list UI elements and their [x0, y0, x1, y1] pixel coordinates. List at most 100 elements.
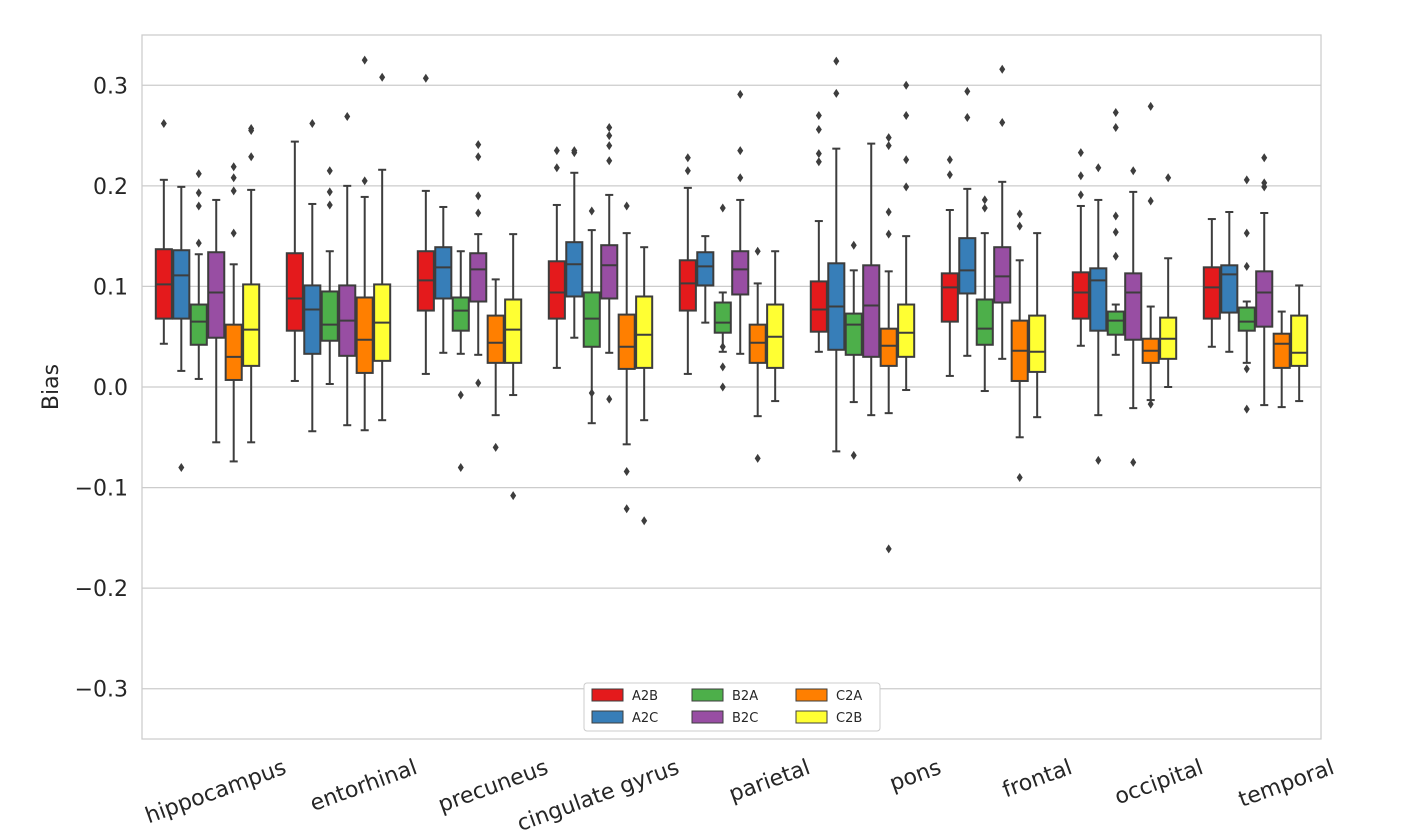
outlier-point — [719, 342, 726, 352]
box — [1272, 332, 1291, 369]
box — [207, 251, 226, 339]
box — [844, 312, 863, 356]
box-group — [678, 89, 785, 463]
outlier-point — [903, 80, 910, 90]
outlier-point — [885, 141, 892, 151]
outlier-point — [719, 382, 726, 392]
box — [547, 260, 566, 320]
legend-label: A2B — [632, 689, 658, 704]
outlier-point — [1077, 171, 1084, 181]
box — [1237, 306, 1256, 332]
outlier-point — [1095, 163, 1102, 173]
outlier-point — [1016, 221, 1023, 231]
box — [600, 244, 619, 300]
outlier-point — [326, 166, 333, 176]
box — [469, 252, 488, 303]
y-tick-label: 0.3 — [93, 74, 128, 99]
outlier-point — [946, 170, 953, 180]
box — [748, 323, 767, 364]
outlier-point — [964, 112, 971, 122]
outlier-point — [475, 140, 482, 150]
outlier-point — [833, 56, 840, 66]
outlier-point — [1147, 196, 1154, 206]
outlier-point — [309, 119, 316, 129]
box — [731, 250, 750, 296]
box — [303, 284, 322, 355]
outlier-point — [344, 111, 351, 121]
outlier-point — [719, 362, 726, 372]
outlier-point — [230, 186, 237, 196]
outlier-point — [815, 157, 822, 167]
outlier-point — [606, 123, 613, 133]
outlier-point — [606, 394, 613, 404]
box-group — [285, 55, 392, 433]
outlier-point — [326, 187, 333, 197]
plot-area — [141, 34, 1322, 740]
outlier-point — [195, 238, 202, 248]
outlier-point — [684, 166, 691, 176]
outlier-point — [379, 72, 386, 82]
legend-item: A2B — [591, 688, 658, 704]
box — [504, 298, 523, 364]
outlier-point — [248, 124, 255, 134]
outlier-point — [1077, 190, 1084, 200]
legend-label: B2A — [732, 689, 758, 704]
outlier-point — [623, 201, 630, 211]
legend-item: A2C — [591, 710, 658, 726]
outlier-point — [737, 146, 744, 156]
box — [617, 313, 636, 370]
outlier-point — [999, 117, 1006, 127]
outlier-point — [754, 453, 761, 463]
legend-label: C2A — [836, 689, 862, 704]
box — [434, 246, 453, 300]
y-tick-label: 0.0 — [93, 376, 128, 401]
outlier-point — [1016, 473, 1023, 483]
outlier-point — [981, 195, 988, 205]
box-group — [940, 64, 1047, 483]
outlier-point — [457, 462, 464, 472]
box — [940, 272, 959, 323]
outlier-point — [588, 206, 595, 216]
outlier-point — [1077, 148, 1084, 158]
outlier-point — [588, 388, 595, 398]
outlier-point — [754, 246, 761, 256]
box — [713, 301, 732, 334]
legend-swatch — [795, 688, 828, 702]
outlier-point — [981, 203, 988, 213]
outlier-point — [885, 207, 892, 217]
outlier-point — [248, 152, 255, 162]
box — [809, 280, 828, 333]
box — [1255, 270, 1274, 328]
outlier-point — [850, 240, 857, 250]
outlier-point — [553, 163, 560, 173]
outlier-point — [606, 156, 613, 166]
outlier-point — [999, 64, 1006, 74]
box — [1220, 264, 1239, 314]
outlier-point — [1261, 178, 1268, 188]
outlier-point — [684, 153, 691, 163]
y-tick-label: −0.3 — [75, 678, 128, 703]
box — [355, 296, 374, 374]
legend-swatch — [591, 688, 624, 702]
box — [1089, 267, 1108, 332]
legend-item: B2C — [691, 710, 758, 726]
outlier-point — [195, 201, 202, 211]
y-tick-label: −0.2 — [75, 577, 128, 602]
legend-swatch — [691, 688, 724, 702]
outlier-point — [737, 173, 744, 183]
box — [635, 295, 654, 369]
box — [582, 291, 601, 348]
outlier-point — [1112, 227, 1119, 237]
box — [565, 241, 584, 298]
box-group — [154, 119, 261, 472]
legend-swatch — [795, 710, 828, 724]
box — [451, 296, 470, 332]
box — [897, 303, 916, 358]
box — [1202, 266, 1221, 320]
outlier-point — [1095, 455, 1102, 465]
box — [993, 246, 1012, 304]
box — [975, 298, 994, 346]
legend-item: C2A — [795, 688, 862, 704]
legend-swatch — [691, 710, 724, 724]
